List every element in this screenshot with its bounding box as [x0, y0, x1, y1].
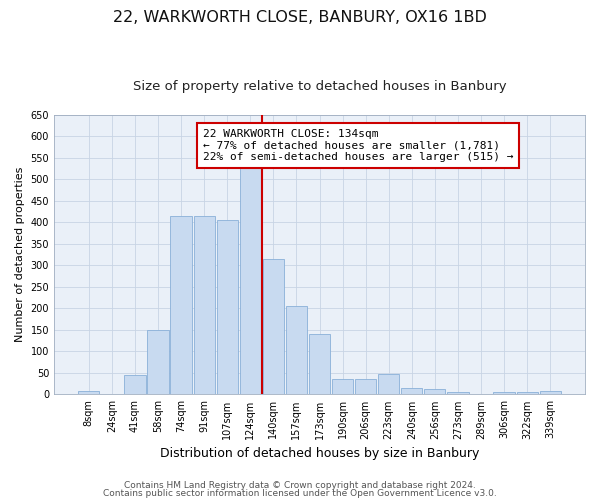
Bar [217, 220, 238, 394]
Bar [448, 392, 469, 394]
Bar [493, 392, 515, 394]
Text: Contains public sector information licensed under the Open Government Licence v3: Contains public sector information licen… [103, 488, 497, 498]
Bar [539, 391, 561, 394]
X-axis label: Distribution of detached houses by size in Banbury: Distribution of detached houses by size … [160, 447, 479, 460]
Y-axis label: Number of detached properties: Number of detached properties [15, 167, 25, 342]
Bar [355, 380, 376, 394]
Text: 22 WARKWORTH CLOSE: 134sqm
← 77% of detached houses are smaller (1,781)
22% of s: 22 WARKWORTH CLOSE: 134sqm ← 77% of deta… [203, 129, 513, 162]
Bar [170, 216, 191, 394]
Bar [194, 216, 215, 394]
Bar [148, 330, 169, 394]
Text: 22, WARKWORTH CLOSE, BANBURY, OX16 1BD: 22, WARKWORTH CLOSE, BANBURY, OX16 1BD [113, 10, 487, 25]
Title: Size of property relative to detached houses in Banbury: Size of property relative to detached ho… [133, 80, 506, 93]
Bar [286, 306, 307, 394]
Bar [401, 388, 422, 394]
Bar [517, 392, 538, 394]
Bar [78, 391, 100, 394]
Bar [239, 166, 261, 394]
Text: Contains HM Land Registry data © Crown copyright and database right 2024.: Contains HM Land Registry data © Crown c… [124, 481, 476, 490]
Bar [124, 375, 146, 394]
Bar [332, 380, 353, 394]
Bar [378, 374, 400, 394]
Bar [309, 334, 330, 394]
Bar [424, 390, 445, 394]
Bar [263, 259, 284, 394]
